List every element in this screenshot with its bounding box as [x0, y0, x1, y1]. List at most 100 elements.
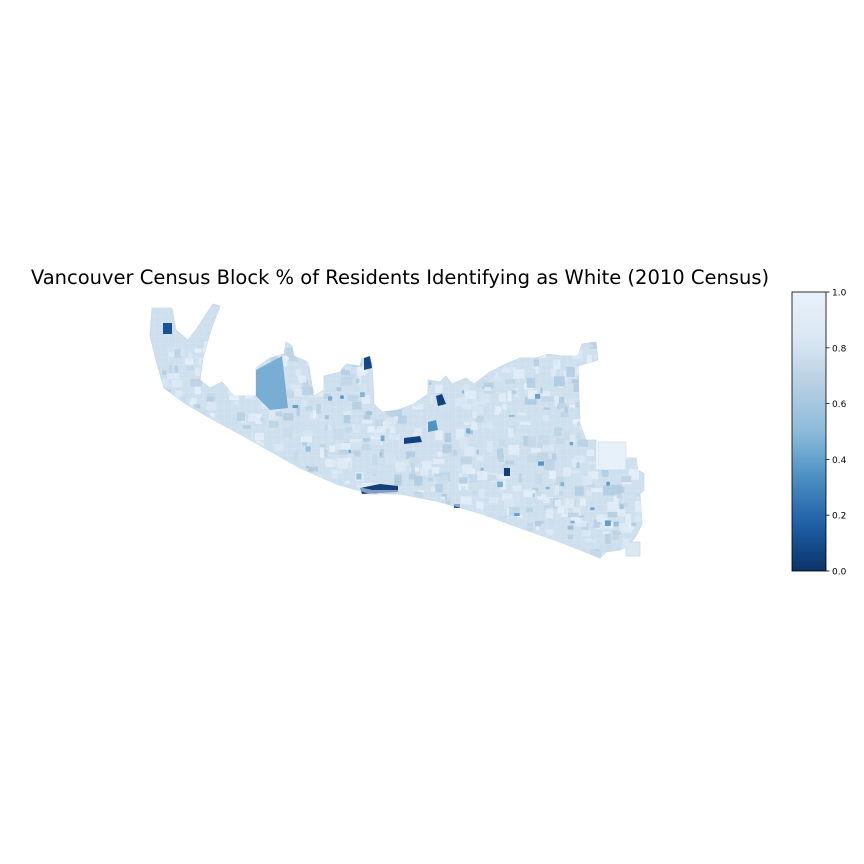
census-block — [465, 432, 470, 437]
census-block — [306, 465, 309, 469]
map-title: Vancouver Census Block % of Residents Id… — [30, 266, 770, 289]
census-block — [601, 524, 611, 529]
census-block — [560, 412, 569, 417]
census-block — [570, 520, 575, 524]
census-block — [512, 367, 517, 371]
census-block — [288, 351, 298, 362]
census-block — [544, 505, 551, 511]
census-block — [366, 411, 373, 416]
census-block — [535, 523, 540, 531]
census-block — [577, 439, 589, 447]
census-block — [464, 446, 475, 457]
census-block — [442, 444, 452, 453]
census-block — [364, 356, 372, 370]
census-block — [398, 415, 407, 424]
census-block — [476, 449, 479, 455]
census-block — [168, 364, 173, 374]
census-block — [597, 441, 627, 471]
census-block — [420, 468, 429, 476]
census-block — [265, 443, 271, 452]
census-block — [538, 461, 544, 466]
census-block — [564, 431, 570, 440]
census-block — [286, 425, 298, 430]
census-block — [435, 430, 443, 441]
census-block — [612, 530, 619, 540]
census-block — [623, 527, 633, 531]
census-block — [482, 383, 493, 390]
census-block — [634, 515, 643, 522]
census-block — [477, 471, 488, 481]
census-block — [188, 352, 193, 361]
census-block — [560, 482, 565, 487]
census-block — [385, 408, 395, 415]
census-block — [529, 482, 533, 491]
census-block — [459, 437, 468, 448]
census-block — [343, 411, 352, 415]
census-block — [363, 415, 370, 420]
census-block — [429, 381, 432, 385]
census-block — [388, 435, 400, 440]
census-block — [329, 445, 335, 453]
census-block — [314, 418, 326, 429]
census-block — [348, 449, 351, 453]
census-block — [570, 513, 581, 524]
census-block — [462, 390, 465, 394]
census-block — [438, 474, 449, 484]
census-block — [461, 486, 466, 496]
census-block — [554, 484, 560, 496]
census-block — [399, 442, 403, 449]
census-block — [524, 396, 537, 405]
census-block — [590, 507, 595, 511]
census-block — [385, 453, 396, 464]
census-block — [516, 514, 523, 518]
colorbar-tick-label: 0.6 — [832, 400, 847, 410]
census-block — [556, 437, 565, 444]
census-block — [285, 389, 293, 398]
census-block — [494, 372, 499, 380]
shoreline-band — [164, 388, 600, 558]
census-block — [293, 389, 304, 397]
census-block — [327, 424, 333, 431]
census-block — [564, 407, 568, 413]
census-block — [546, 529, 554, 536]
census-block — [505, 367, 511, 374]
census-block — [174, 365, 178, 374]
census-block — [404, 436, 422, 444]
census-block — [468, 474, 479, 478]
census-block — [569, 434, 576, 443]
census-block — [363, 438, 371, 442]
census-block — [340, 376, 353, 386]
census-block — [539, 391, 551, 397]
census-block — [190, 378, 202, 387]
census-block — [568, 512, 579, 518]
census-block — [619, 503, 629, 507]
census-block — [518, 473, 522, 483]
census-block — [261, 403, 267, 409]
census-block — [316, 404, 321, 414]
census-block — [613, 521, 619, 527]
census-block — [428, 420, 438, 432]
census-block — [167, 373, 180, 379]
census-block — [255, 413, 262, 424]
census-block — [444, 432, 452, 443]
census-block — [575, 413, 582, 417]
census-block — [302, 384, 311, 390]
census-block — [475, 401, 486, 405]
census-block — [554, 427, 562, 437]
census-block — [543, 497, 555, 503]
census-block — [300, 436, 312, 443]
census-block — [432, 467, 440, 475]
census-block — [625, 541, 641, 557]
census-block — [389, 426, 396, 434]
census-block — [435, 483, 443, 493]
census-block — [455, 397, 468, 407]
census-block — [523, 435, 529, 446]
census-block — [569, 470, 580, 474]
census-block — [336, 458, 348, 469]
census-block — [325, 459, 336, 467]
census-block — [256, 356, 288, 410]
census-block — [358, 384, 367, 393]
census-block — [619, 504, 624, 510]
